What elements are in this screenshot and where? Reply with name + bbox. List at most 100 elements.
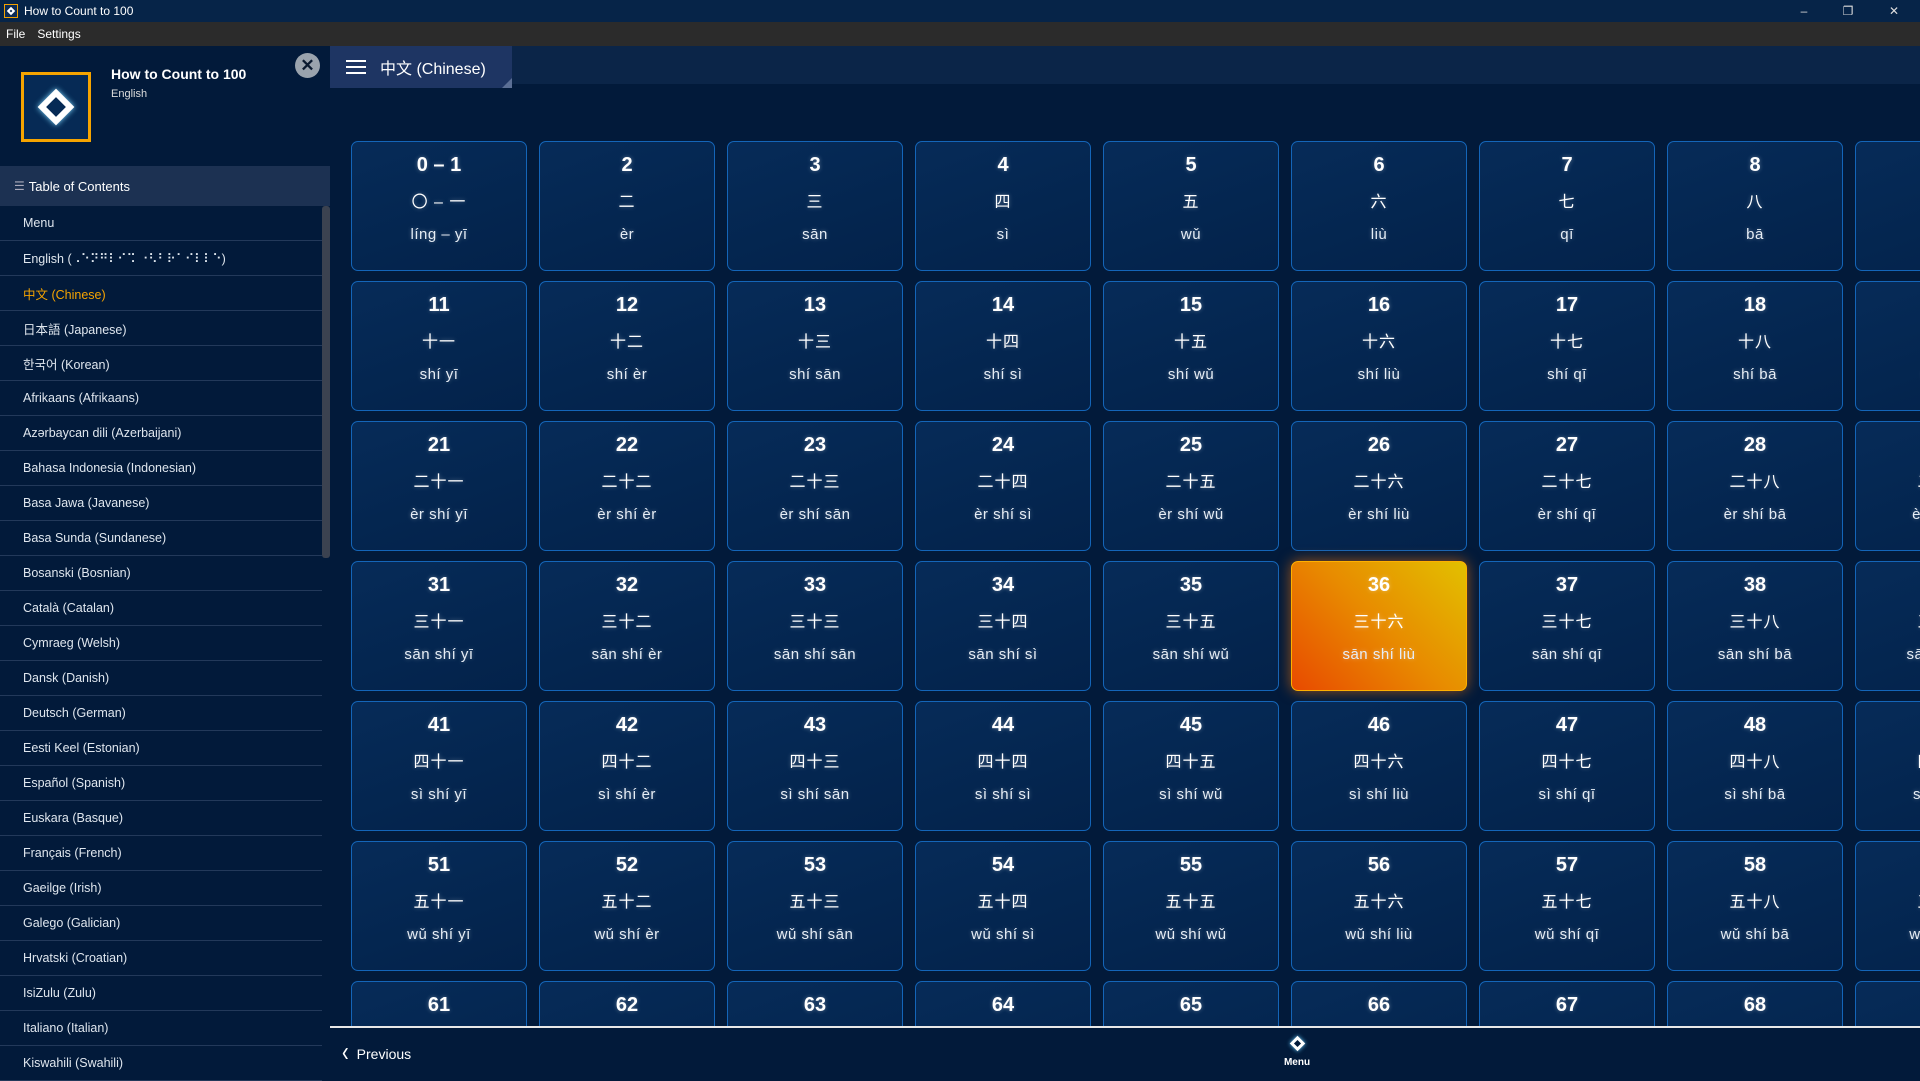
number-card[interactable]: 57 五十七 wǔ shí qī [1479, 841, 1655, 971]
sidebar-item[interactable]: Basa Jawa (Javanese) [0, 486, 322, 521]
number-card[interactable]: 13 十三 shí sān [727, 281, 903, 411]
hamburger-menu-icon[interactable] [346, 56, 366, 78]
number-card[interactable]: 42 四十二 sì shí èr [539, 701, 715, 831]
close-sidebar-button[interactable]: ✕ [295, 53, 320, 78]
sidebar-scrollbar[interactable] [322, 206, 330, 558]
number-card[interactable]: 8 八 bā [1667, 141, 1843, 271]
sidebar-item[interactable]: Italiano (Italian) [0, 1011, 322, 1046]
sidebar-item[interactable]: Afrikaans (Afrikaans) [0, 381, 322, 416]
number-card[interactable]: 14 十四 shí sì [915, 281, 1091, 411]
number-card[interactable]: 38 三十八 sān shí bā [1667, 561, 1843, 691]
number-card[interactable]: 29 二十九 èr shí jiǔ [1855, 421, 1920, 551]
number-card[interactable]: 63 [727, 981, 903, 1026]
sidebar-item[interactable]: Français (French) [0, 836, 322, 871]
card-pinyin: jiǔ [1856, 226, 1920, 243]
sidebar-item[interactable]: Español (Spanish) [0, 766, 322, 801]
sidebar-item[interactable]: Euskara (Basque) [0, 801, 322, 836]
number-card[interactable]: 39 三十九 sān shí jiǔ [1855, 561, 1920, 691]
sidebar-item[interactable]: Cymraeg (Welsh) [0, 626, 322, 661]
number-card[interactable]: 34 三十四 sān shí sì [915, 561, 1091, 691]
number-card[interactable]: 36 三十六 sān shí liù [1291, 561, 1467, 691]
number-card[interactable]: 61 [351, 981, 527, 1026]
number-card[interactable]: 59 五十九 wǔ shí jiǔ [1855, 841, 1920, 971]
number-card[interactable]: 67 [1479, 981, 1655, 1026]
number-card[interactable]: 27 二十七 èr shí qī [1479, 421, 1655, 551]
number-card[interactable]: 49 四十九 sì shí jiǔ [1855, 701, 1920, 831]
number-card[interactable]: 11 十一 shí yī [351, 281, 527, 411]
sidebar-item[interactable]: 日本語 (Japanese) [0, 311, 322, 346]
number-card[interactable]: 44 四十四 sì shí sì [915, 701, 1091, 831]
sidebar-item[interactable]: Basa Sunda (Sundanese) [0, 521, 322, 556]
sidebar-item[interactable]: Kiswahili (Swahili) [0, 1046, 322, 1081]
number-card[interactable]: 5 五 wǔ [1103, 141, 1279, 271]
number-card[interactable]: 18 十八 shí bā [1667, 281, 1843, 411]
number-card[interactable]: 68 [1667, 981, 1843, 1026]
menu-file[interactable]: File [6, 27, 26, 41]
number-card[interactable]: 69 [1855, 981, 1920, 1026]
number-card[interactable]: 21 二十一 èr shí yī [351, 421, 527, 551]
close-window-button[interactable]: ✕ [1888, 4, 1900, 18]
sidebar-item[interactable]: Català (Catalan) [0, 591, 322, 626]
menu-settings[interactable]: Settings [37, 27, 81, 41]
number-card[interactable]: 45 四十五 sì shí wǔ [1103, 701, 1279, 831]
number-card[interactable]: 46 四十六 sì shí liù [1291, 701, 1467, 831]
number-card[interactable]: 43 四十三 sì shí sān [727, 701, 903, 831]
number-card[interactable]: 2 二 èr [539, 141, 715, 271]
sidebar-item[interactable]: Menu [0, 206, 322, 241]
number-card[interactable]: 32 三十二 sān shí èr [539, 561, 715, 691]
number-card[interactable]: 62 [539, 981, 715, 1026]
menu-button[interactable]: Menu [1272, 1034, 1322, 1068]
number-card[interactable]: 15 十五 shí wǔ [1103, 281, 1279, 411]
number-card[interactable]: 28 二十八 èr shí bā [1667, 421, 1843, 551]
number-card[interactable]: 53 五十三 wǔ shí sān [727, 841, 903, 971]
number-card[interactable]: 12 十二 shí èr [539, 281, 715, 411]
sidebar-item[interactable]: English (⠠⠑⠝⠛⠇⠊⠩ ⠐⠣⠃⠗⠁⠊⠇⠇⠑) [0, 241, 322, 276]
minimize-button[interactable]: – [1800, 4, 1808, 18]
sidebar-item[interactable]: Azərbaycan dili (Azerbaijani) [0, 416, 322, 451]
number-card[interactable]: 41 四十一 sì shí yī [351, 701, 527, 831]
sidebar-item[interactable]: Dansk (Danish) [0, 661, 322, 696]
number-card[interactable]: 4 四 sì [915, 141, 1091, 271]
number-card[interactable]: 3 三 sān [727, 141, 903, 271]
number-card[interactable]: 65 [1103, 981, 1279, 1026]
sidebar-item[interactable]: Hrvatski (Croatian) [0, 941, 322, 976]
sidebar-item[interactable]: Bahasa Indonesia (Indonesian) [0, 451, 322, 486]
number-card[interactable]: 7 七 qī [1479, 141, 1655, 271]
number-card[interactable]: 16 十六 shí liù [1291, 281, 1467, 411]
number-card[interactable]: 19 十九 shí jiǔ [1855, 281, 1920, 411]
number-card[interactable]: 22 二十二 èr shí èr [539, 421, 715, 551]
number-card[interactable]: 25 二十五 èr shí wǔ [1103, 421, 1279, 551]
number-card[interactable]: 0 – 1 〇 – 一 líng – yī [351, 141, 527, 271]
sidebar-item[interactable]: 한국어 (Korean) [0, 346, 322, 381]
header-title[interactable]: 中文 (Chinese) [380, 61, 486, 78]
sidebar-item[interactable]: Eesti Keel (Estonian) [0, 731, 322, 766]
number-card[interactable]: 48 四十八 sì shí bā [1667, 701, 1843, 831]
number-card[interactable]: 47 四十七 sì shí qī [1479, 701, 1655, 831]
number-card[interactable]: 24 二十四 èr shí sì [915, 421, 1091, 551]
sidebar-item[interactable]: Deutsch (German) [0, 696, 322, 731]
number-card[interactable]: 9 九 jiǔ [1855, 141, 1920, 271]
number-card[interactable]: 52 五十二 wǔ shí èr [539, 841, 715, 971]
number-card[interactable]: 31 三十一 sān shí yī [351, 561, 527, 691]
number-card[interactable]: 66 [1291, 981, 1467, 1026]
number-card[interactable]: 64 [915, 981, 1091, 1026]
number-card[interactable]: 37 三十七 sān shí qī [1479, 561, 1655, 691]
number-card[interactable]: 17 十七 shí qī [1479, 281, 1655, 411]
sidebar-item[interactable]: Bosanski (Bosnian) [0, 556, 322, 591]
number-card[interactable]: 26 二十六 èr shí liù [1291, 421, 1467, 551]
number-card[interactable]: 54 五十四 wǔ shí sì [915, 841, 1091, 971]
sidebar-item[interactable]: Galego (Galician) [0, 906, 322, 941]
number-card[interactable]: 51 五十一 wǔ shí yī [351, 841, 527, 971]
sidebar-item[interactable]: 中文 (Chinese) [0, 276, 322, 311]
restore-button[interactable]: ❐ [1842, 4, 1854, 18]
number-card[interactable]: 33 三十三 sān shí sān [727, 561, 903, 691]
previous-button[interactable]: ‹ Previous [342, 1037, 411, 1068]
number-card[interactable]: 6 六 liù [1291, 141, 1467, 271]
number-card[interactable]: 23 二十三 èr shí sān [727, 421, 903, 551]
number-card[interactable]: 35 三十五 sān shí wǔ [1103, 561, 1279, 691]
number-card[interactable]: 56 五十六 wǔ shí liù [1291, 841, 1467, 971]
number-card[interactable]: 58 五十八 wǔ shí bā [1667, 841, 1843, 971]
number-card[interactable]: 55 五十五 wǔ shí wǔ [1103, 841, 1279, 971]
sidebar-item[interactable]: IsiZulu (Zulu) [0, 976, 322, 1011]
sidebar-item[interactable]: Gaeilge (Irish) [0, 871, 322, 906]
